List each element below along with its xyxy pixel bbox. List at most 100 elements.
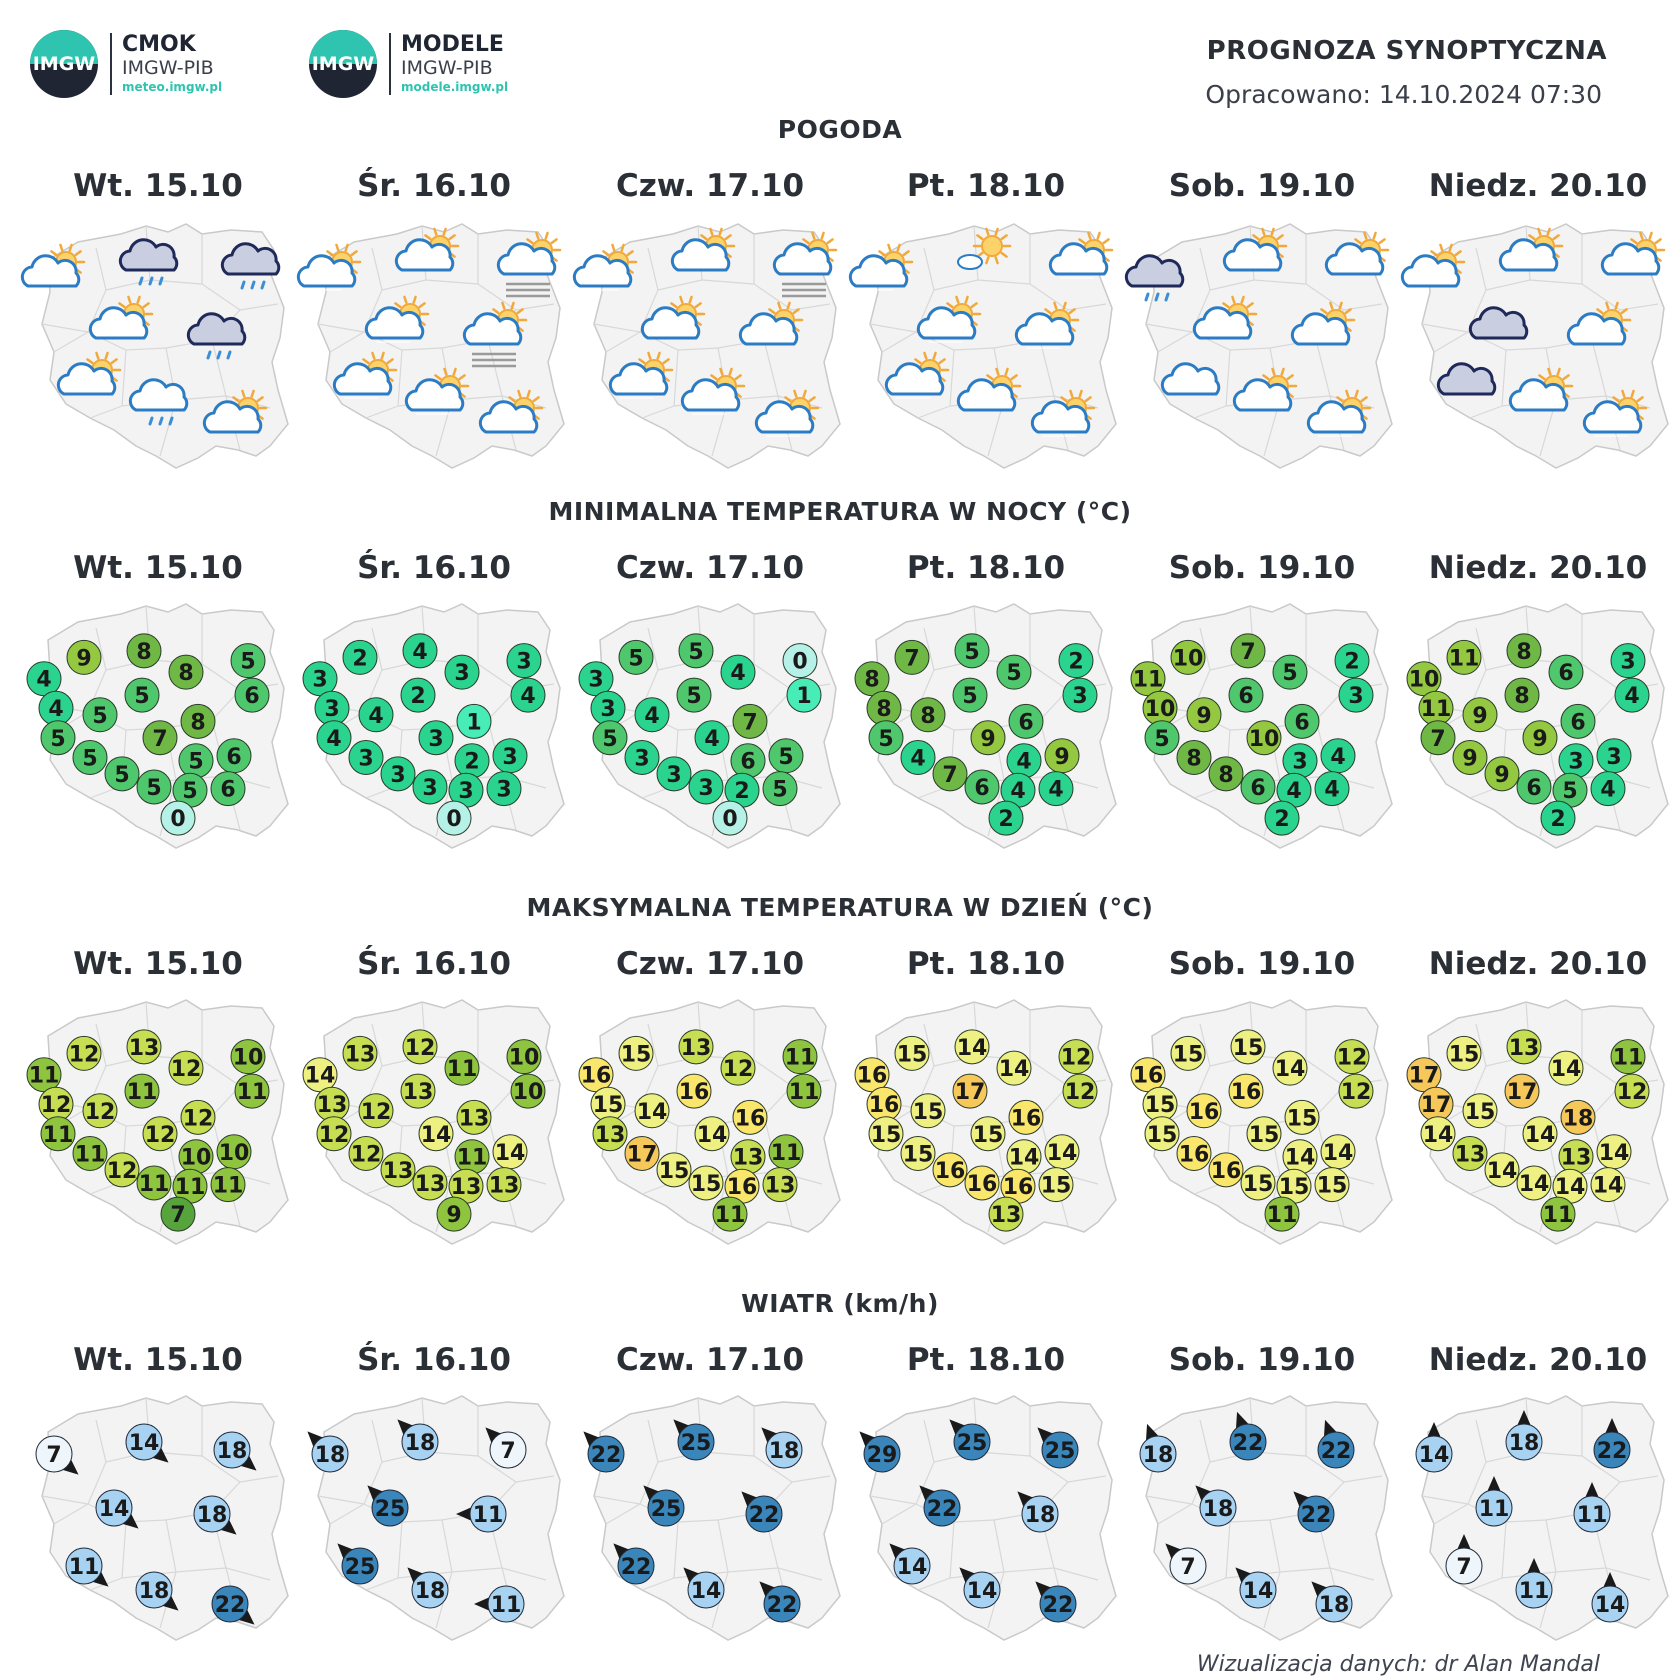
wind-marker-label: 22 — [1233, 1431, 1264, 1456]
logo-modele: IMGW MODELE IMGW-PIB modele.imgw.pl — [307, 28, 508, 100]
tmax-marker-label: 16 — [1003, 1175, 1034, 1200]
wind-arrow-icon — [1487, 1476, 1501, 1492]
tmax-marker-label: 15 — [1287, 1106, 1318, 1131]
wind-arrow-icon — [397, 1419, 414, 1436]
wind-arrow-icon — [583, 1431, 600, 1448]
wind-marker-label: 7 — [500, 1439, 515, 1464]
tmin-marker: 2 — [988, 800, 1024, 836]
tmax-marker-label: 15 — [659, 1159, 690, 1184]
logo-modele-url[interactable]: modele.imgw.pl — [401, 80, 509, 94]
tmin-marker-label: 8 — [920, 704, 935, 729]
wind-marker-label: 14 — [967, 1579, 998, 1604]
tmin-marker-label: 1 — [466, 710, 481, 735]
tmax-marker-label: 16 — [735, 1106, 766, 1131]
wind-arrow-icon — [407, 1567, 424, 1584]
tmax-marker: 11 — [444, 1050, 480, 1086]
logo-modele-org: IMGW-PIB — [401, 57, 493, 79]
tmax-marker: 11 — [1610, 1039, 1646, 1075]
tmax-marker-label: 10 — [219, 1141, 250, 1166]
tmax-marker: 15 — [1142, 1086, 1178, 1122]
tmax-marker-label: 11 — [1267, 1203, 1298, 1228]
tmax-marker-label: 11 — [175, 1175, 206, 1200]
wind-map-panel: 7 14 18 14 18 11 18 22 — [35, 1395, 289, 1641]
tmax-marker: 12 — [1334, 1039, 1370, 1075]
tmin-marker-label: 5 — [50, 727, 65, 752]
tmin-marker-label: 6 — [1526, 776, 1541, 801]
tmax-marker: 11 — [136, 1165, 172, 1201]
tmin-marker-label: 5 — [962, 684, 977, 709]
tmax-marker-label: 15 — [1243, 1172, 1274, 1197]
tmax-marker: 15 — [900, 1135, 936, 1171]
tmin-marker: 5 — [136, 769, 172, 805]
issued-timestamp: Opracowano: 14.10.2024 07:30 — [1205, 80, 1602, 109]
weather-markers — [848, 227, 1114, 437]
tmin-marker: 0 — [160, 800, 196, 836]
wind-marker-label: 11 — [473, 1503, 504, 1528]
tmin-marker: 4 — [634, 697, 670, 733]
day-label-tmax: Czw. 17.10 — [615, 946, 805, 982]
tmax-marker-label: 12 — [361, 1100, 392, 1125]
tmax-marker-label: 15 — [1317, 1174, 1348, 1199]
tmax-marker: 16 — [676, 1073, 712, 1109]
tmax-marker: 16 — [1000, 1168, 1036, 1204]
tmin-marker: 4 — [402, 633, 438, 669]
section-title-wind: WIATR (km/h) — [741, 1289, 939, 1318]
wind-marker: 22 — [613, 1543, 655, 1585]
wind-arrow-icon — [91, 1570, 109, 1587]
partly-cloudy-icon — [202, 389, 268, 434]
cloudy-dark-icon — [1436, 362, 1497, 396]
cloud-rain-dark-icon — [118, 238, 179, 286]
wind-marker-label: 18 — [1319, 1593, 1350, 1618]
wind-marker: 25 — [673, 1419, 715, 1461]
wind-marker: 14 — [959, 1567, 1001, 1609]
wind-marker-label: 18 — [1509, 1431, 1540, 1456]
wind-markers: 29 25 25 22 18 14 14 22 — [859, 1419, 1079, 1623]
tmin-marker-label: 4 — [1286, 779, 1301, 804]
tmax-marker: 15 — [590, 1086, 626, 1122]
tmin-marker-label: 3 — [390, 763, 405, 788]
day-label-tmin: Czw. 17.10 — [615, 550, 805, 586]
wind-marker-label: 22 — [591, 1443, 622, 1468]
tmax-marker-label: 11 — [127, 1080, 158, 1105]
tmin-marker: 11 — [1130, 661, 1166, 697]
partly-cloudy-icon — [1566, 301, 1632, 346]
wind-map-panel: 18 22 22 18 22 7 14 18 — [1139, 1395, 1393, 1641]
tmax-marker: 14 — [1548, 1050, 1584, 1086]
wind-arrow-icon — [151, 1446, 169, 1463]
tmax-marker-label: 10 — [513, 1080, 544, 1105]
tmin-marker-label: 5 — [778, 745, 793, 770]
tmin-marker-label: 5 — [182, 779, 197, 804]
tmin-marker-label: 6 — [1018, 710, 1033, 735]
tmax-marker-label: 14 — [957, 1036, 988, 1061]
partly-cloudy-icon — [1508, 367, 1574, 412]
tmax-marker: 12 — [66, 1035, 102, 1071]
weather-map-panel — [20, 223, 289, 469]
tmin-marker: 4 — [900, 739, 936, 775]
tmin-marker: 4 — [1590, 771, 1626, 807]
tmax-marker-label: 12 — [107, 1159, 138, 1184]
tmin-marker: 4 — [1038, 771, 1074, 807]
tmax-marker: 10 — [510, 1073, 546, 1109]
tmax-marker: 14 — [1596, 1134, 1632, 1170]
wind-marker: 25 — [949, 1419, 991, 1461]
tmax-marker-label: 14 — [1285, 1146, 1316, 1171]
logo-cmok-url[interactable]: meteo.imgw.pl — [122, 80, 223, 94]
wind-map-panel: 18 18 7 25 11 25 18 11 — [307, 1395, 565, 1641]
tmin-marker-label: 5 — [628, 646, 643, 671]
tmin-marker: 6 — [1284, 703, 1320, 739]
tmax-marker: 14 — [1044, 1134, 1080, 1170]
tmax-marker: 11 — [40, 1116, 76, 1152]
tmin-marker: 4 — [1614, 677, 1650, 713]
tmin-marker: 7 — [894, 639, 930, 675]
tmax-marker: 12 — [316, 1116, 352, 1152]
tmin-marker-label: 0 — [792, 650, 807, 675]
tmax-marker-label: 12 — [183, 1106, 214, 1131]
day-label-tmax: Śr. 16.10 — [357, 946, 511, 982]
section-title-tmax: MAKSYMALNA TEMPERATURA W DZIEŃ (°C) — [526, 893, 1154, 922]
tmin-marker-label: 2 — [734, 779, 749, 804]
tmin-marker-label: 5 — [1282, 661, 1297, 686]
